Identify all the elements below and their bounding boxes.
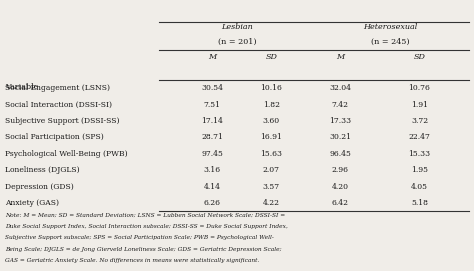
Text: 4.20: 4.20	[332, 183, 348, 191]
Text: 6.42: 6.42	[332, 199, 348, 207]
Text: Subjective Support (DSSI-SS): Subjective Support (DSSI-SS)	[5, 117, 119, 125]
Text: Social Engagement (LSNS): Social Engagement (LSNS)	[5, 84, 110, 92]
Text: Depression (GDS): Depression (GDS)	[5, 183, 73, 191]
Text: GAS = Geriatric Anxiety Scale. No differences in means were statistically signif: GAS = Geriatric Anxiety Scale. No differ…	[5, 258, 259, 263]
Text: Loneliness (DJGLS): Loneliness (DJGLS)	[5, 166, 79, 174]
Text: 1.91: 1.91	[411, 101, 428, 109]
Text: 97.45: 97.45	[201, 150, 223, 158]
Text: 5.18: 5.18	[411, 199, 428, 207]
Text: (n = 245): (n = 245)	[371, 37, 409, 46]
Text: Social Interaction (DSSI-SI): Social Interaction (DSSI-SI)	[5, 101, 112, 109]
Text: 17.33: 17.33	[329, 117, 351, 125]
Text: 10.76: 10.76	[409, 84, 430, 92]
Text: Psychological Well-Being (PWB): Psychological Well-Being (PWB)	[5, 150, 128, 158]
Text: 7.51: 7.51	[204, 101, 220, 109]
Text: Lesbian: Lesbian	[221, 23, 253, 31]
Text: 3.57: 3.57	[263, 183, 280, 191]
Text: 15.63: 15.63	[260, 150, 283, 158]
Text: 3.60: 3.60	[263, 117, 280, 125]
Text: 1.82: 1.82	[263, 101, 280, 109]
Text: Variable: Variable	[5, 83, 38, 91]
Text: 4.05: 4.05	[411, 183, 428, 191]
Text: SD: SD	[265, 53, 277, 61]
Text: 17.14: 17.14	[201, 117, 223, 125]
Text: 10.16: 10.16	[260, 84, 283, 92]
Text: 96.45: 96.45	[329, 150, 351, 158]
Text: 7.42: 7.42	[332, 101, 348, 109]
Text: Note: M = Mean; SD = Standard Deviation; LSNS = Lubben Social Network Scale; DSS: Note: M = Mean; SD = Standard Deviation;…	[5, 213, 285, 218]
Text: (n = 201): (n = 201)	[218, 37, 256, 46]
Text: Anxiety (GAS): Anxiety (GAS)	[5, 199, 59, 207]
Text: 2.07: 2.07	[263, 166, 280, 174]
Text: 3.72: 3.72	[411, 117, 428, 125]
Text: 1.95: 1.95	[411, 166, 428, 174]
Text: 4.14: 4.14	[204, 183, 220, 191]
Text: 2.96: 2.96	[332, 166, 348, 174]
Text: 15.33: 15.33	[409, 150, 430, 158]
Text: 32.04: 32.04	[329, 84, 351, 92]
Text: 4.22: 4.22	[263, 199, 280, 207]
Text: Duke Social Support Index, Social Interaction subscale; DSSI-SS = Duke Social Su: Duke Social Support Index, Social Intera…	[5, 224, 288, 229]
Text: Being Scale; DJGLS = de Jong Gierveld Loneliness Scale; GDS = Geriatric Depressi: Being Scale; DJGLS = de Jong Gierveld Lo…	[5, 247, 282, 252]
Text: 28.71: 28.71	[201, 133, 223, 141]
Text: 30.21: 30.21	[329, 133, 351, 141]
Text: Social Participation (SPS): Social Participation (SPS)	[5, 133, 103, 141]
Text: Subjective Support subscale; SPS = Social Participation Scale; PWB = Psychologic: Subjective Support subscale; SPS = Socia…	[5, 235, 273, 240]
Text: 3.16: 3.16	[203, 166, 221, 174]
Text: M: M	[336, 53, 344, 61]
Text: 22.47: 22.47	[409, 133, 430, 141]
Text: 6.26: 6.26	[204, 199, 220, 207]
Text: 30.54: 30.54	[201, 84, 223, 92]
Text: Heterosexual: Heterosexual	[363, 23, 417, 31]
Text: 16.91: 16.91	[260, 133, 283, 141]
Text: M: M	[208, 53, 216, 61]
Text: SD: SD	[413, 53, 426, 61]
